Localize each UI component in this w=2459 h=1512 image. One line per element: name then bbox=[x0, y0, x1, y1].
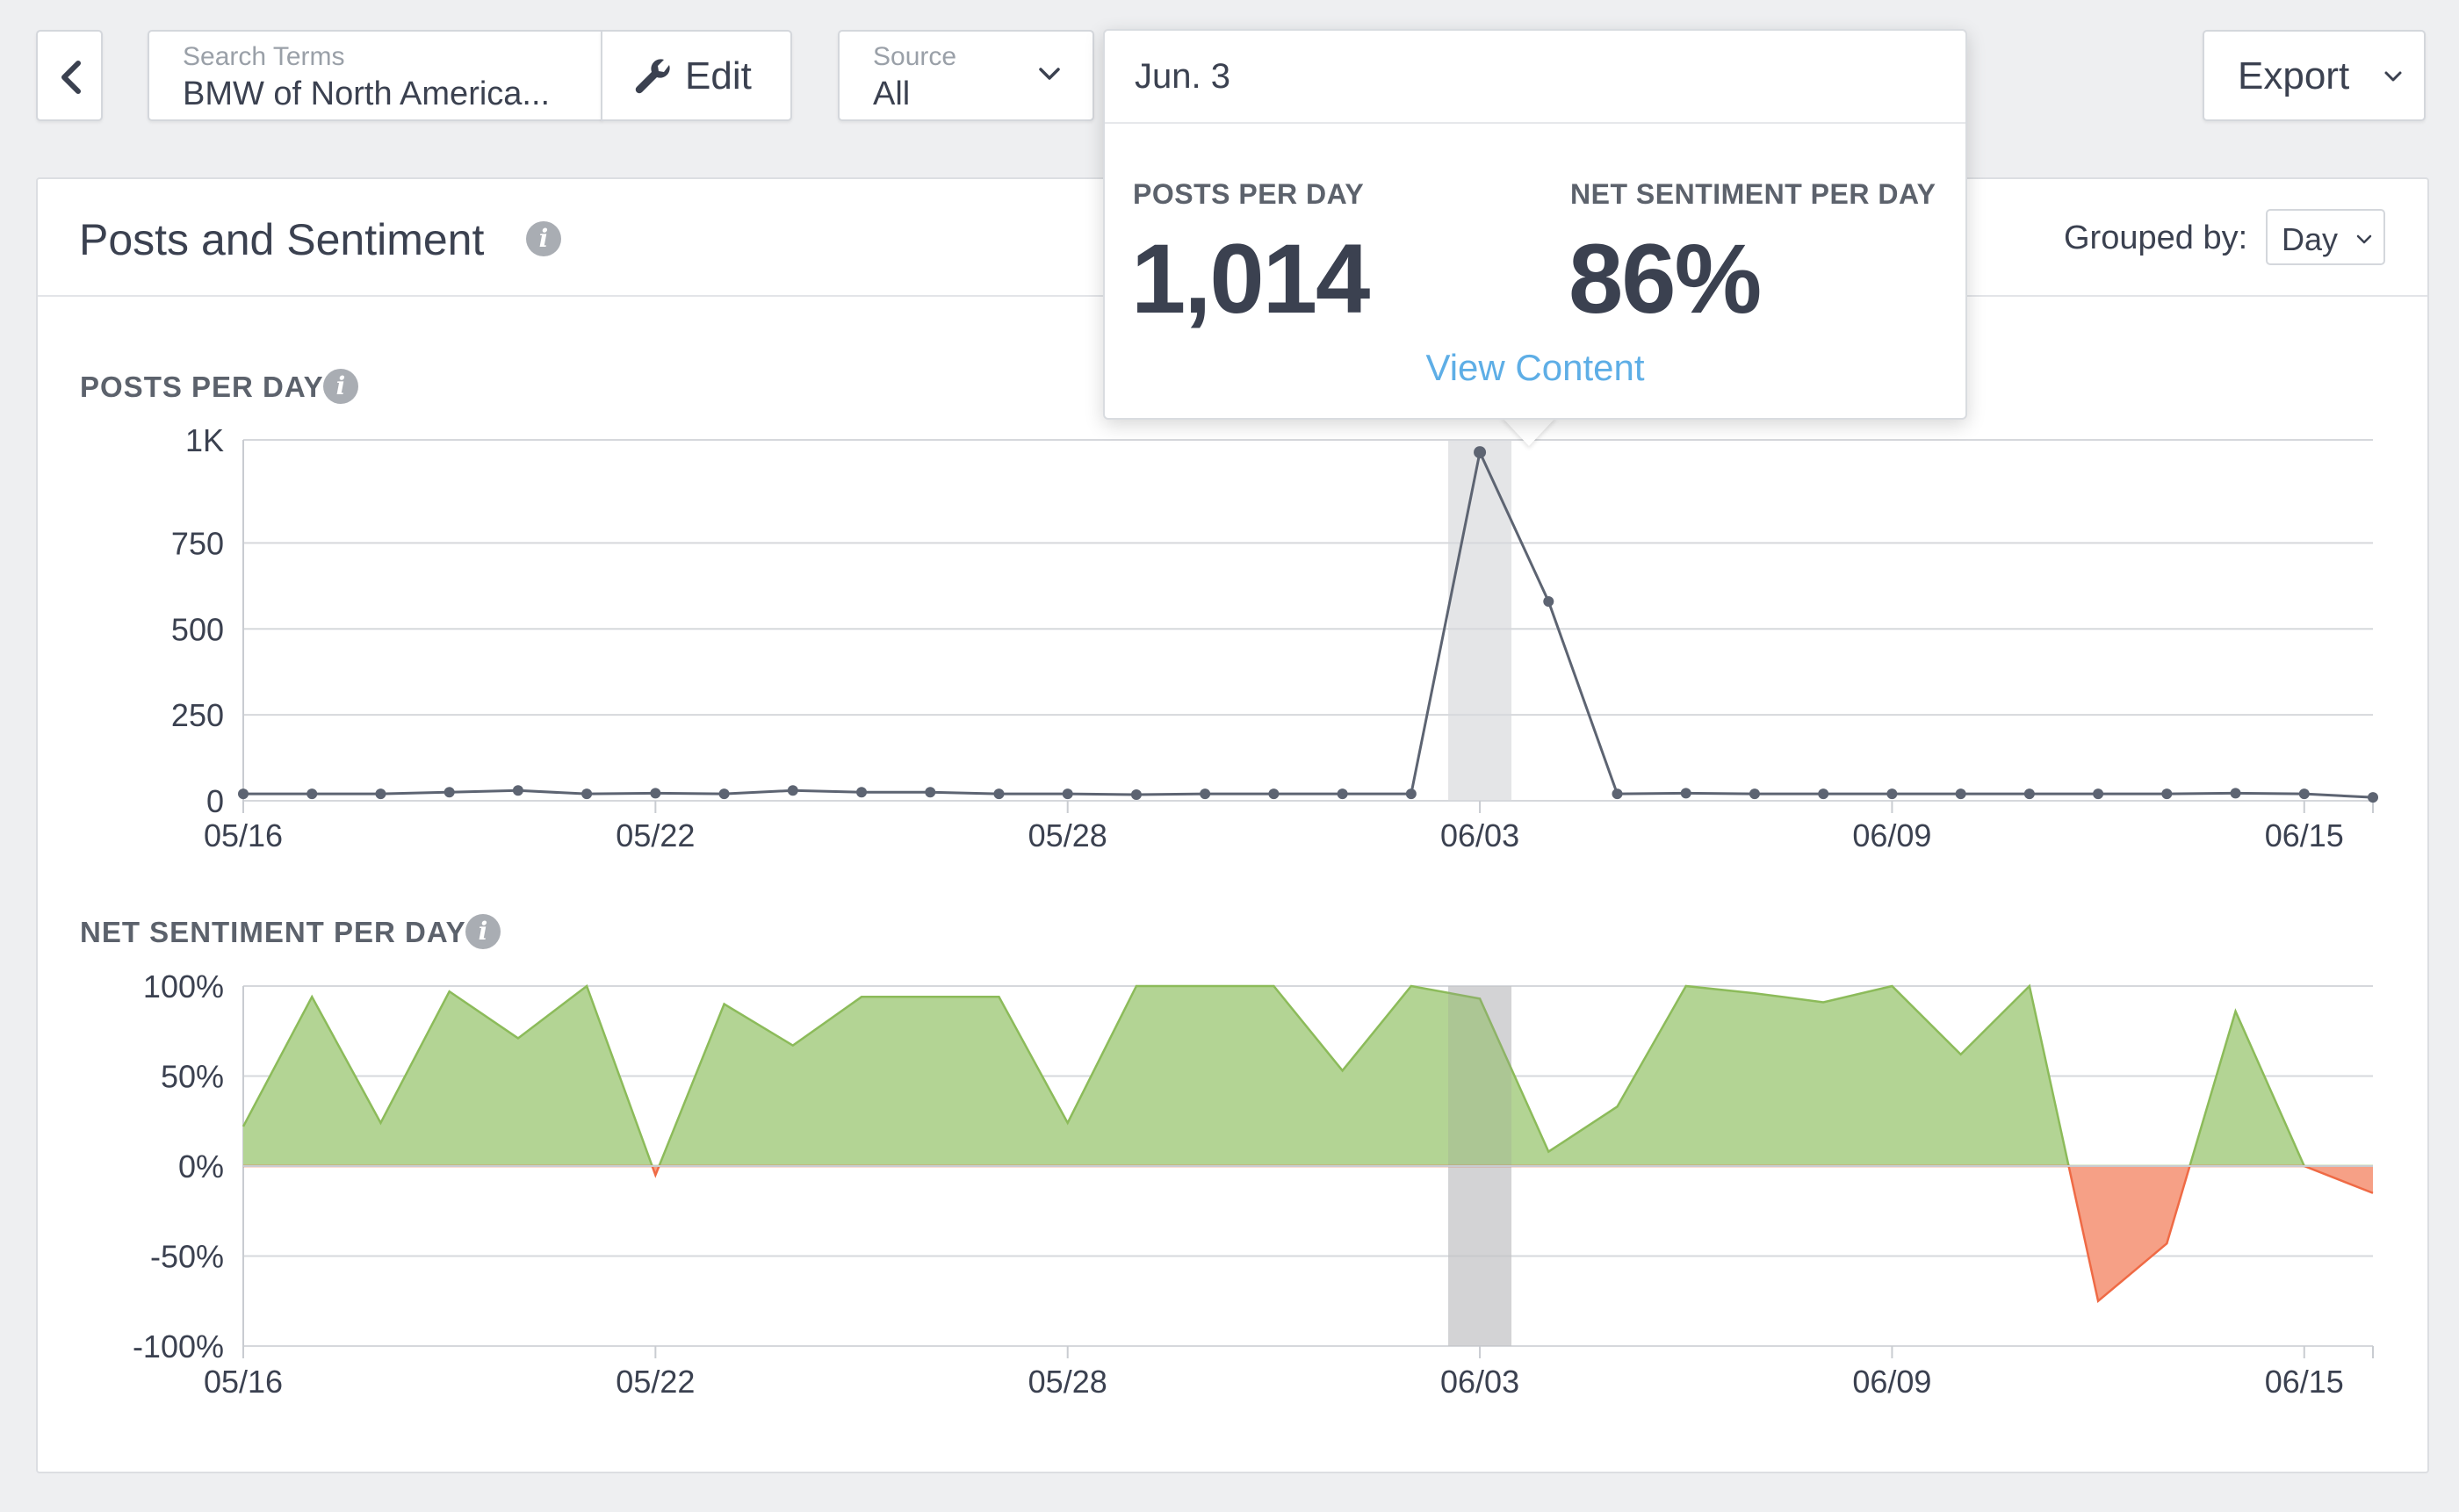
posts-data-point bbox=[1612, 788, 1623, 800]
view-content-link[interactable]: View Content bbox=[1425, 347, 1645, 388]
posts-section-label: POSTS PER DAY bbox=[80, 371, 324, 403]
posts-y-tick-label: 250 bbox=[171, 697, 224, 733]
sentiment-y-tick-label: -100% bbox=[133, 1328, 224, 1364]
sentiment-y-tick-label: 100% bbox=[143, 968, 224, 1004]
posts-x-tick-label: 06/03 bbox=[1440, 817, 1519, 853]
posts-data-point bbox=[443, 787, 455, 798]
posts-y-tick-label: 0 bbox=[206, 783, 224, 819]
tooltip-pointer bbox=[1501, 416, 1557, 446]
posts-x-tick-label: 06/15 bbox=[2265, 817, 2344, 853]
edit-button[interactable]: Edit bbox=[601, 30, 792, 121]
posts-data-point bbox=[238, 788, 249, 800]
posts-y-tick-label: 1K bbox=[185, 422, 224, 458]
posts-data-point bbox=[1200, 788, 1211, 800]
chevron-down-icon bbox=[2356, 234, 2372, 244]
info-icon[interactable]: i bbox=[323, 369, 358, 404]
tooltip-divider bbox=[1105, 122, 1965, 124]
tooltip-sentiment-label: NET SENTIMENT PER DAY bbox=[1570, 178, 1936, 210]
sentiment-x-tick-label: 05/22 bbox=[616, 1364, 695, 1400]
posts-data-point bbox=[1543, 595, 1554, 607]
info-icon[interactable]: i bbox=[465, 914, 501, 949]
export-button[interactable]: Export bbox=[2203, 30, 2426, 121]
posts-data-point bbox=[925, 787, 936, 798]
posts-data-point bbox=[993, 788, 1005, 800]
grouped-by-select[interactable]: Day bbox=[2266, 209, 2385, 265]
posts-data-point bbox=[1405, 788, 1417, 800]
source-value: All bbox=[873, 76, 911, 112]
grouped-by-value: Day bbox=[2282, 221, 2339, 257]
sentiment-negative-line bbox=[243, 1164, 2374, 1304]
export-label: Export bbox=[2238, 54, 2350, 97]
posts-data-point bbox=[1680, 788, 1691, 799]
sentiment-section-label: NET SENTIMENT PER DAY bbox=[80, 916, 466, 948]
posts-data-point bbox=[1337, 788, 1348, 800]
posts-data-point bbox=[1268, 788, 1280, 800]
posts-data-point bbox=[787, 785, 798, 796]
edit-label: Edit bbox=[685, 54, 752, 97]
posts-data-point bbox=[1130, 788, 1142, 800]
tooltip-posts-value: 1,014 bbox=[1131, 224, 1370, 334]
posts-data-point bbox=[650, 788, 661, 799]
panel-title: Posts and Sentiment bbox=[79, 215, 485, 264]
posts-x-tick-label: 05/22 bbox=[616, 817, 695, 853]
tooltip-posts-label: POSTS PER DAY bbox=[1133, 178, 1365, 210]
posts-x-tick-label: 05/28 bbox=[1028, 817, 1107, 853]
chevron-down-icon bbox=[2384, 71, 2402, 82]
posts-data-point bbox=[2161, 788, 2173, 800]
posts-x-tick-label: 06/09 bbox=[1852, 817, 1931, 853]
posts-data-point bbox=[718, 788, 730, 800]
posts-data-point bbox=[2298, 788, 2310, 800]
sentiment-x-tick-label: 06/15 bbox=[2265, 1364, 2344, 1400]
search-terms-field[interactable]: Search Terms BMW of North America... bbox=[148, 30, 602, 121]
posts-data-point bbox=[1062, 788, 1073, 800]
chevron-down-icon bbox=[1039, 68, 1060, 80]
posts-data-point bbox=[2230, 788, 2241, 799]
posts-y-tick-label: 500 bbox=[171, 611, 224, 647]
posts-data-point bbox=[2368, 792, 2378, 803]
chevron-left-icon bbox=[61, 61, 81, 94]
data-tooltip: Jun. 3 POSTS PER DAY 1,014 NET SENTIMENT… bbox=[1103, 29, 1967, 420]
posts-data-point bbox=[581, 788, 593, 800]
sentiment-y-tick-label: 50% bbox=[161, 1059, 224, 1095]
sentiment-x-tick-label: 06/03 bbox=[1440, 1364, 1519, 1400]
posts-data-point bbox=[856, 787, 868, 798]
grouped-by-label: Grouped by: bbox=[2064, 220, 2248, 256]
posts-y-tick-label: 750 bbox=[171, 525, 224, 561]
back-button[interactable] bbox=[36, 30, 103, 121]
posts-data-point bbox=[1749, 788, 1760, 800]
posts-data-point bbox=[1886, 788, 1898, 800]
sentiment-y-tick-label: 0% bbox=[178, 1148, 224, 1184]
sentiment-positive-area bbox=[243, 986, 2373, 1166]
info-icon[interactable]: i bbox=[526, 221, 561, 256]
posts-series-line bbox=[243, 448, 2374, 799]
posts-data-point bbox=[2023, 788, 2035, 800]
search-terms-label: Search Terms bbox=[183, 42, 345, 71]
posts-data-point bbox=[2093, 788, 2104, 800]
posts-x-tick-label: 05/16 bbox=[204, 817, 283, 853]
source-select[interactable]: Source All bbox=[838, 30, 1094, 121]
wrench-icon bbox=[635, 59, 670, 94]
posts-data-point bbox=[1955, 788, 1966, 800]
sentiment-x-tick-label: 06/09 bbox=[1852, 1364, 1931, 1400]
source-label: Source bbox=[873, 42, 957, 71]
posts-data-point bbox=[1818, 788, 1829, 800]
sentiment-y-tick-label: -50% bbox=[150, 1239, 224, 1275]
tooltip-sentiment-value: 86% bbox=[1568, 224, 1762, 334]
sentiment-negative-area bbox=[243, 1166, 2373, 1301]
charts-canvas: 0 250 500 750 1K 05/16 05/22 05/28 06/03 06/09 06/… bbox=[133, 422, 2378, 1400]
posts-hover-point bbox=[1474, 446, 1487, 459]
search-terms-value: BMW of North America... bbox=[183, 76, 551, 112]
sentiment-x-tick-label: 05/16 bbox=[204, 1364, 283, 1400]
tooltip-date: Jun. 3 bbox=[1135, 57, 1230, 96]
posts-highlight-band bbox=[1448, 440, 1512, 801]
sentiment-x-tick-label: 05/28 bbox=[1028, 1364, 1107, 1400]
posts-data-point bbox=[375, 788, 386, 800]
posts-data-point bbox=[512, 785, 523, 796]
posts-data-point bbox=[306, 788, 318, 800]
